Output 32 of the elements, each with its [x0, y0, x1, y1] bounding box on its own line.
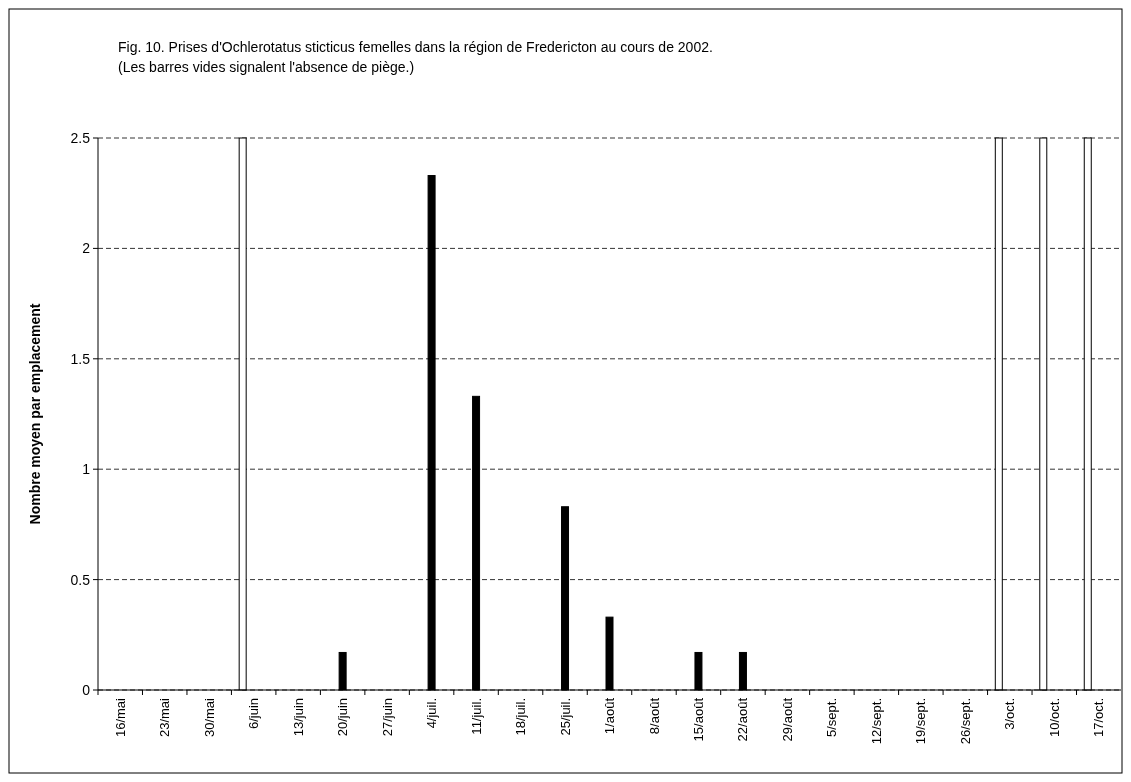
chart-subtitle: (Les barres vides signalent l'absence de piège.) — [118, 59, 415, 75]
x-tick-label: 8/août — [646, 697, 662, 735]
x-tick-label: 30/mai — [201, 697, 217, 738]
x-tick-label: 11/juil. — [468, 698, 484, 735]
x-tick-label: 10/oct. — [1046, 698, 1062, 738]
x-tick-label: 23/mai — [157, 697, 173, 738]
x-tick-label: 13/juin — [290, 698, 306, 737]
y-tick-label: 0.5 — [70, 571, 91, 588]
x-tick-label: 15/août — [691, 697, 707, 742]
x-tick-label: 27/juin — [379, 698, 395, 737]
x-tick-label: 5/sept. — [824, 698, 840, 738]
x-tick-label: 16/mai — [112, 697, 128, 738]
x-tick-label: 17/oct. — [1091, 698, 1107, 738]
y-tick-label: 1 — [82, 461, 91, 478]
y-tick-label: 0 — [82, 681, 91, 698]
x-tick-label: 20/juin — [335, 698, 351, 737]
y-tick-label: 1.5 — [70, 350, 91, 367]
x-tick-label: 18/juil. — [513, 698, 529, 736]
y-axis-title: Nombre moyen par emplacement — [27, 303, 43, 525]
x-tick-label: 26/sept. — [957, 698, 973, 745]
x-tick-label: 4/juil. — [424, 698, 440, 729]
x-tick-label: 12/sept. — [868, 698, 884, 745]
x-tick-label: 19/sept. — [913, 698, 929, 745]
x-tick-label: 1/août — [602, 697, 618, 735]
y-tick-label: 2.5 — [70, 129, 91, 146]
chart-title: Fig. 10. Prises d'Ochlerotatus sticticus femelles dans la région de Fredericton au cours de 2002. — [118, 39, 713, 55]
x-tick-label: 6/juin — [246, 698, 262, 730]
x-tick-label: 29/août — [779, 697, 795, 742]
x-tick-label: 22/août — [735, 697, 751, 742]
x-tick-label: 3/oct. — [1002, 698, 1018, 730]
y-tick-label: 2 — [82, 240, 91, 257]
x-tick-label: 25/juil. — [557, 698, 573, 736]
